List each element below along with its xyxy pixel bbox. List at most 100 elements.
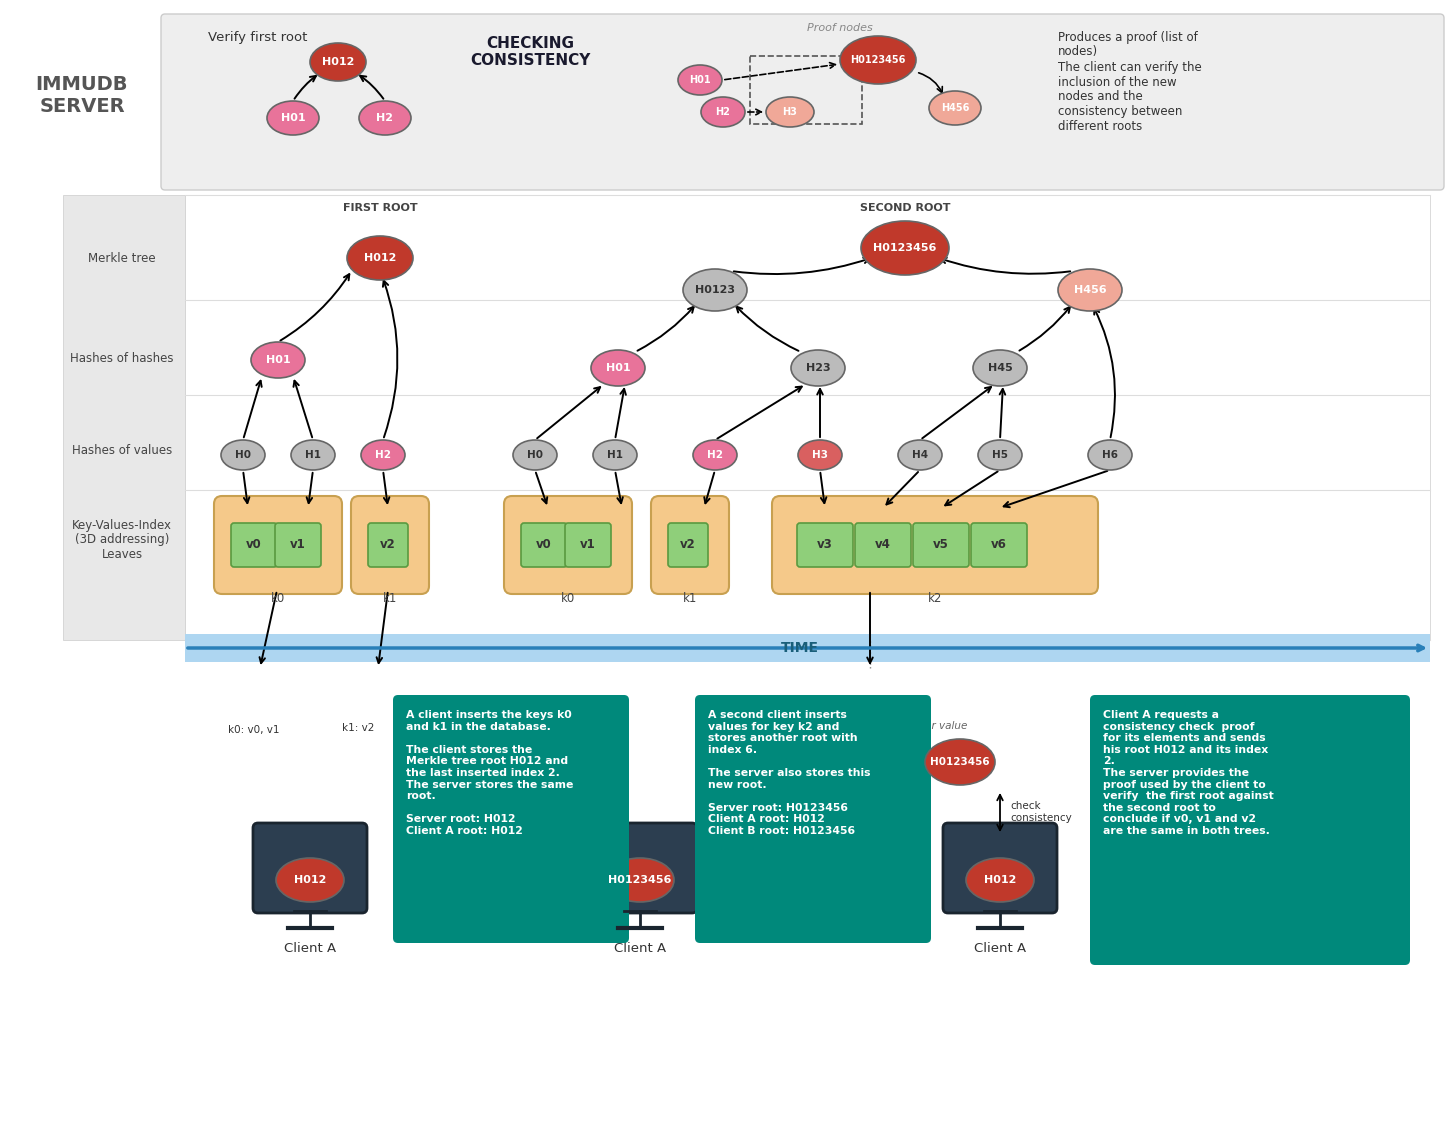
Text: H23: H23 bbox=[805, 363, 830, 374]
Text: H0: H0 bbox=[527, 450, 543, 460]
Text: v0: v0 bbox=[246, 539, 262, 551]
Ellipse shape bbox=[860, 220, 949, 274]
FancyBboxPatch shape bbox=[185, 195, 1430, 640]
Text: H0123456: H0123456 bbox=[609, 875, 671, 885]
Text: H2: H2 bbox=[708, 450, 724, 460]
Ellipse shape bbox=[798, 440, 842, 470]
Text: Client A requests a
consistency check  proof
for its elements and sends
his root: Client A requests a consistency check pr… bbox=[1104, 710, 1274, 836]
Text: k1: v2: k1: v2 bbox=[342, 723, 374, 734]
Text: H2: H2 bbox=[715, 107, 731, 117]
Text: Client A: Client A bbox=[614, 942, 665, 954]
Text: server value: server value bbox=[903, 721, 967, 731]
Ellipse shape bbox=[277, 858, 344, 902]
Text: H456: H456 bbox=[941, 104, 970, 112]
FancyBboxPatch shape bbox=[393, 695, 629, 943]
Text: Verify first root: Verify first root bbox=[208, 32, 307, 45]
Text: H6: H6 bbox=[1102, 450, 1118, 460]
FancyBboxPatch shape bbox=[185, 634, 1430, 661]
FancyBboxPatch shape bbox=[772, 496, 1098, 594]
Ellipse shape bbox=[291, 440, 335, 470]
Text: H012: H012 bbox=[322, 57, 354, 68]
FancyBboxPatch shape bbox=[368, 523, 408, 567]
Ellipse shape bbox=[250, 342, 304, 378]
Text: k1: k1 bbox=[383, 593, 397, 605]
FancyBboxPatch shape bbox=[162, 14, 1444, 190]
Text: H3: H3 bbox=[812, 450, 828, 460]
Text: H45: H45 bbox=[987, 363, 1012, 374]
Text: H1: H1 bbox=[607, 450, 623, 460]
Text: H0123: H0123 bbox=[695, 285, 735, 295]
Ellipse shape bbox=[693, 440, 737, 470]
FancyBboxPatch shape bbox=[521, 523, 566, 567]
Ellipse shape bbox=[593, 440, 636, 470]
FancyBboxPatch shape bbox=[565, 523, 612, 567]
FancyBboxPatch shape bbox=[913, 523, 970, 567]
Text: H456: H456 bbox=[1073, 285, 1107, 295]
Ellipse shape bbox=[513, 440, 558, 470]
Text: TIME: TIME bbox=[780, 641, 818, 655]
Ellipse shape bbox=[347, 236, 414, 280]
Text: H012: H012 bbox=[294, 875, 326, 885]
Ellipse shape bbox=[1059, 269, 1123, 311]
FancyBboxPatch shape bbox=[695, 695, 930, 943]
FancyBboxPatch shape bbox=[504, 496, 632, 594]
Text: H3: H3 bbox=[782, 107, 798, 117]
Text: IMMUDB
SERVER: IMMUDB SERVER bbox=[36, 74, 128, 116]
Text: Client A: Client A bbox=[974, 942, 1026, 954]
Ellipse shape bbox=[973, 350, 1026, 386]
Ellipse shape bbox=[978, 440, 1022, 470]
FancyBboxPatch shape bbox=[1091, 695, 1409, 965]
Text: H2: H2 bbox=[376, 450, 392, 460]
Ellipse shape bbox=[898, 440, 942, 470]
Text: H0123456: H0123456 bbox=[930, 757, 990, 767]
Text: k0: k0 bbox=[271, 593, 285, 605]
Text: v2: v2 bbox=[380, 539, 396, 551]
Text: Merkle tree: Merkle tree bbox=[89, 252, 156, 264]
Ellipse shape bbox=[678, 65, 722, 94]
Text: v1: v1 bbox=[290, 539, 306, 551]
Text: H01: H01 bbox=[265, 356, 290, 364]
Ellipse shape bbox=[266, 101, 319, 135]
Ellipse shape bbox=[766, 97, 814, 127]
Text: H01: H01 bbox=[606, 363, 630, 374]
FancyBboxPatch shape bbox=[943, 824, 1057, 914]
FancyBboxPatch shape bbox=[63, 195, 185, 640]
Text: H1: H1 bbox=[304, 450, 320, 460]
FancyBboxPatch shape bbox=[855, 523, 911, 567]
Text: H0123456: H0123456 bbox=[850, 55, 906, 65]
Text: check
consistency: check consistency bbox=[1010, 801, 1072, 822]
Text: k0: v0, v1: k0: v0, v1 bbox=[229, 724, 280, 735]
Ellipse shape bbox=[929, 91, 981, 125]
FancyBboxPatch shape bbox=[214, 496, 342, 594]
Text: A client inserts the keys k0
and k1 in the database.

The client stores the
Merk: A client inserts the keys k0 and k1 in t… bbox=[406, 710, 574, 836]
Text: v5: v5 bbox=[933, 539, 949, 551]
Ellipse shape bbox=[683, 269, 747, 311]
Text: H01: H01 bbox=[281, 112, 306, 123]
FancyBboxPatch shape bbox=[668, 523, 708, 567]
Text: H2: H2 bbox=[377, 112, 393, 123]
Text: CHECKING
CONSISTENCY: CHECKING CONSISTENCY bbox=[470, 36, 590, 69]
Text: k0: k0 bbox=[561, 593, 575, 605]
Ellipse shape bbox=[840, 36, 916, 84]
Text: H012: H012 bbox=[364, 253, 396, 263]
FancyBboxPatch shape bbox=[275, 523, 320, 567]
Text: SECOND ROOT: SECOND ROOT bbox=[859, 202, 951, 213]
FancyBboxPatch shape bbox=[971, 523, 1026, 567]
Text: k1: k1 bbox=[683, 593, 697, 605]
Text: Hashes of hashes: Hashes of hashes bbox=[70, 351, 173, 364]
FancyBboxPatch shape bbox=[351, 496, 430, 594]
FancyBboxPatch shape bbox=[253, 824, 367, 914]
Ellipse shape bbox=[310, 43, 365, 81]
Ellipse shape bbox=[591, 350, 645, 386]
Text: v2: v2 bbox=[680, 539, 696, 551]
Ellipse shape bbox=[1088, 440, 1131, 470]
Text: v3: v3 bbox=[817, 539, 833, 551]
Text: Hashes of values: Hashes of values bbox=[71, 443, 172, 457]
Text: k2: k2 bbox=[927, 593, 942, 605]
FancyBboxPatch shape bbox=[232, 523, 277, 567]
Ellipse shape bbox=[606, 858, 674, 902]
Text: FIRST ROOT: FIRST ROOT bbox=[342, 202, 418, 213]
Text: H01: H01 bbox=[689, 75, 711, 86]
Ellipse shape bbox=[791, 350, 844, 386]
Text: H0: H0 bbox=[234, 450, 250, 460]
